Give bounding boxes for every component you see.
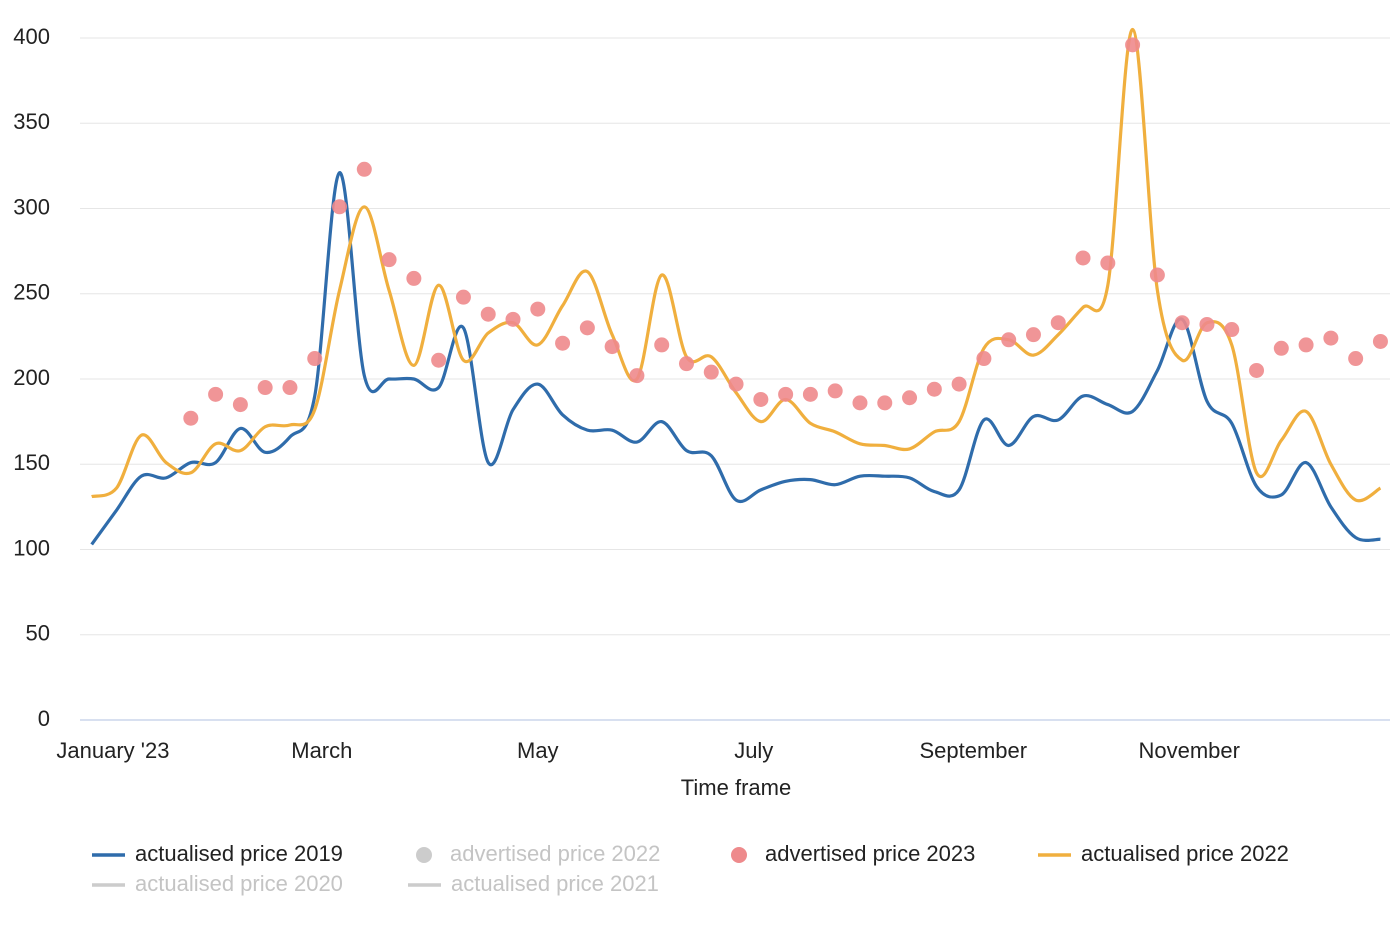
series-dot bbox=[1050, 315, 1066, 331]
series-dot bbox=[1025, 327, 1041, 343]
legend-item[interactable]: advertised price 2022 bbox=[416, 841, 660, 866]
series-dot bbox=[406, 270, 422, 286]
series-dot bbox=[431, 352, 447, 368]
legend-item[interactable]: actualised price 2020 bbox=[92, 871, 343, 896]
series-dot bbox=[257, 380, 273, 396]
series-dot bbox=[678, 356, 694, 372]
series-dot bbox=[1001, 332, 1017, 348]
series-dot bbox=[555, 335, 571, 351]
series-dot bbox=[1249, 362, 1265, 378]
series-line bbox=[91, 27, 1382, 503]
legend-label: actualised price 2020 bbox=[135, 871, 343, 896]
series-dot bbox=[1199, 316, 1215, 332]
series-dot bbox=[1273, 340, 1289, 356]
legend-label: actualised price 2022 bbox=[1081, 841, 1289, 866]
series-dot bbox=[455, 289, 471, 305]
x-tick-label: July bbox=[734, 738, 773, 763]
series-dot bbox=[332, 199, 348, 215]
series-dot bbox=[208, 386, 224, 402]
legend-symbol bbox=[416, 847, 432, 863]
y-tick-label: 100 bbox=[13, 535, 50, 560]
series-dot bbox=[183, 410, 199, 426]
x-tick-label: January '23 bbox=[56, 738, 169, 763]
y-tick-label: 150 bbox=[13, 450, 50, 475]
legend-label: actualised price 2021 bbox=[451, 871, 659, 896]
x-tick-label: September bbox=[919, 738, 1027, 763]
series-dot bbox=[926, 381, 942, 397]
x-tick-label: November bbox=[1139, 738, 1240, 763]
legend-label: advertised price 2023 bbox=[765, 841, 975, 866]
series-dot bbox=[1100, 255, 1116, 271]
series-dot bbox=[1149, 267, 1165, 283]
series-dot bbox=[1125, 37, 1141, 53]
series-line bbox=[90, 171, 1381, 546]
series-dot bbox=[1323, 330, 1339, 346]
series-dot bbox=[1348, 351, 1364, 367]
series-dot bbox=[976, 351, 992, 367]
y-tick-label: 250 bbox=[13, 280, 50, 305]
series-dot bbox=[852, 395, 868, 411]
series-dot bbox=[778, 386, 794, 402]
x-tick-label: May bbox=[517, 738, 559, 763]
series-dot bbox=[1224, 322, 1240, 338]
series-dot bbox=[1372, 333, 1388, 349]
legend-item[interactable]: actualised price 2019 bbox=[92, 841, 343, 866]
legend-label: advertised price 2022 bbox=[450, 841, 660, 866]
y-tick-label: 50 bbox=[26, 621, 50, 646]
y-tick-label: 350 bbox=[13, 109, 50, 134]
series-dot bbox=[307, 351, 323, 367]
legend-item[interactable]: actualised price 2021 bbox=[408, 871, 659, 896]
x-tick-label: March bbox=[291, 738, 352, 763]
y-tick-label: 400 bbox=[13, 24, 50, 49]
series-dot bbox=[951, 376, 967, 392]
series-dot bbox=[282, 380, 298, 396]
series-dot bbox=[505, 311, 521, 327]
series-dot bbox=[877, 395, 893, 411]
series-dot bbox=[480, 306, 496, 322]
y-tick-label: 200 bbox=[13, 365, 50, 390]
series-dot bbox=[802, 386, 818, 402]
y-tick-label: 300 bbox=[13, 194, 50, 219]
y-tick-label: 0 bbox=[38, 706, 50, 731]
series-dot bbox=[654, 337, 670, 353]
legend-item[interactable]: actualised price 2022 bbox=[1038, 841, 1289, 866]
series-dot bbox=[1075, 250, 1091, 266]
series-dot bbox=[1174, 315, 1190, 331]
series-dot bbox=[530, 301, 546, 317]
series-dot bbox=[381, 252, 397, 268]
series-dot bbox=[232, 397, 248, 413]
series-dot bbox=[356, 161, 372, 177]
series-dot bbox=[902, 390, 918, 406]
series-dot bbox=[753, 391, 769, 407]
series-dot bbox=[1298, 337, 1314, 353]
series-dot bbox=[629, 368, 645, 384]
legend-item[interactable]: advertised price 2023 bbox=[731, 841, 975, 866]
legend-label: actualised price 2019 bbox=[135, 841, 343, 866]
series-dot bbox=[827, 383, 843, 399]
legend-symbol bbox=[731, 847, 747, 863]
series-dot bbox=[703, 364, 719, 380]
series-dot bbox=[579, 320, 595, 336]
series-dot bbox=[604, 339, 620, 355]
x-axis-title: Time frame bbox=[681, 775, 791, 800]
series-dot bbox=[728, 376, 744, 392]
